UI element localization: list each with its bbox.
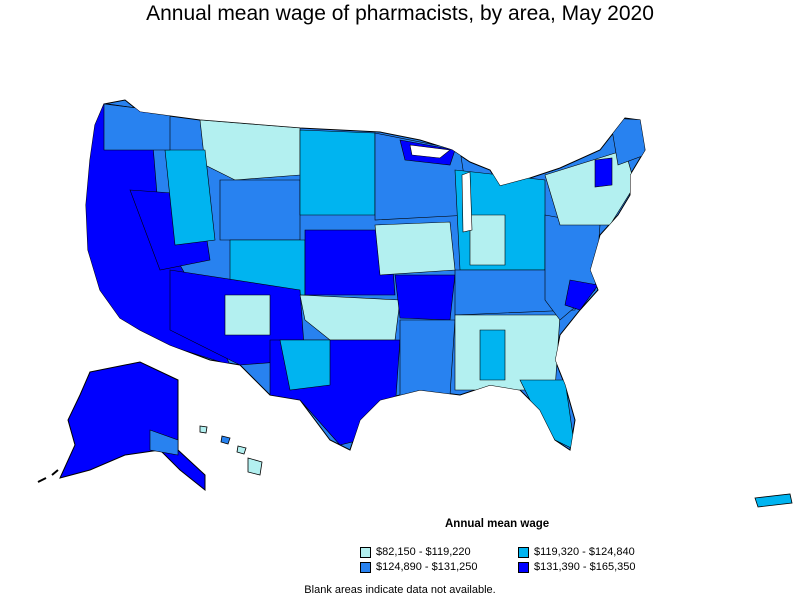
legend-item-tier2: $119,320 - $124,840 bbox=[518, 545, 635, 559]
alaska bbox=[37, 361, 206, 492]
hawaii-island-oahu bbox=[220, 435, 231, 445]
contiguous-us bbox=[85, 99, 646, 451]
hawaii-island-kauai bbox=[199, 425, 208, 434]
map-title: Annual mean wage of pharmacists, by area… bbox=[146, 2, 654, 25]
legend-label-tier4: $131,390 - $165,350 bbox=[534, 561, 636, 573]
hawaii-island-maui bbox=[236, 445, 247, 455]
legend-label-tier1: $82,150 - $119,220 bbox=[376, 546, 471, 558]
region-vermont bbox=[594, 157, 613, 188]
region-corn-belt bbox=[374, 221, 456, 276]
alaska-mainland bbox=[59, 361, 206, 492]
alaska-panhandle-region bbox=[149, 429, 179, 456]
region-nc-coast bbox=[564, 279, 599, 311]
legend-label-tier2: $119,320 - $124,840 bbox=[534, 546, 635, 558]
puerto-rico bbox=[754, 493, 793, 508]
legend-item-tier4: $131,390 - $165,350 bbox=[518, 560, 636, 574]
region-dakotas bbox=[299, 129, 376, 216]
region-ark-la bbox=[399, 319, 456, 401]
region-idaho-utah bbox=[164, 149, 216, 246]
legend-label-tier3: $124,890 - $131,250 bbox=[376, 561, 478, 573]
legend-swatch-tier3 bbox=[360, 561, 371, 573]
lake-superior bbox=[409, 144, 451, 159]
region-new-mexico-light bbox=[224, 294, 271, 336]
legend-item-tier1: $82,150 - $119,220 bbox=[360, 545, 471, 559]
region-northeast bbox=[544, 149, 636, 226]
region-deep-south bbox=[454, 314, 561, 391]
region-central-plains bbox=[304, 229, 396, 296]
footnote: Blank areas indicate data not available. bbox=[304, 584, 496, 596]
lake-michigan bbox=[461, 171, 473, 233]
region-indiana-light bbox=[469, 214, 506, 266]
hawaii-island-big bbox=[247, 457, 263, 476]
legend-item-tier3: $124,890 - $131,250 bbox=[360, 560, 478, 574]
region-alabama-mid bbox=[479, 329, 506, 381]
region-wyoming bbox=[219, 179, 301, 241]
region-washington bbox=[103, 103, 171, 151]
legend-swatch-tier4 bbox=[518, 561, 529, 573]
puerto-rico-island bbox=[754, 493, 793, 508]
hawaii bbox=[199, 425, 263, 476]
legend-swatch-tier1 bbox=[360, 546, 371, 558]
region-maine bbox=[609, 117, 645, 166]
region-florida bbox=[519, 379, 576, 450]
aleutian-islands bbox=[37, 469, 59, 483]
region-west-texas bbox=[279, 339, 331, 391]
region-missouri bbox=[394, 274, 456, 321]
legend-swatch-tier2 bbox=[518, 546, 529, 558]
legend-title: Annual mean wage bbox=[445, 518, 550, 530]
